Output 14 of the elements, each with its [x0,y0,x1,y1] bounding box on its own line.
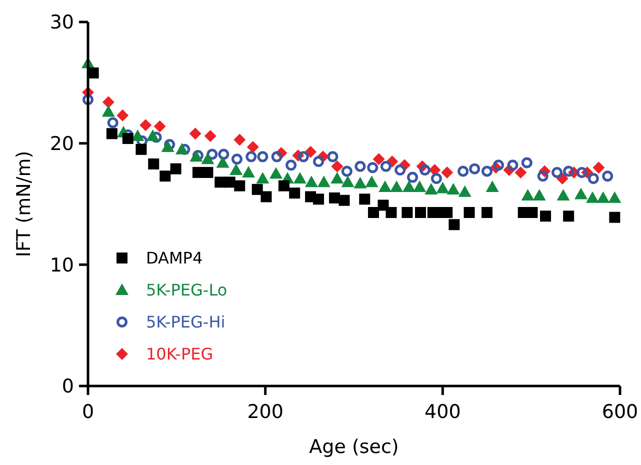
x-tick-label: 400 [424,401,461,423]
x-tick-label: 200 [247,401,284,423]
y-axis-title: IFT (mN/m) [13,150,35,258]
x-tick-label: 600 [602,401,638,423]
y-tick-label: 10 [50,254,74,276]
y-tick-label: 0 [62,376,74,398]
y-tick-label: 20 [50,132,74,155]
legend-label: 5K-PEG-Hi [146,312,226,332]
x-tick-label: 0 [82,401,94,423]
legend-label: 5K-PEG-Lo [146,280,228,300]
x-axis-title: Age (sec) [309,436,399,458]
legend-label: 10K-PEG [146,344,214,364]
y-tick-label: 30 [50,12,74,34]
legend-label: DAMP4 [146,248,203,268]
